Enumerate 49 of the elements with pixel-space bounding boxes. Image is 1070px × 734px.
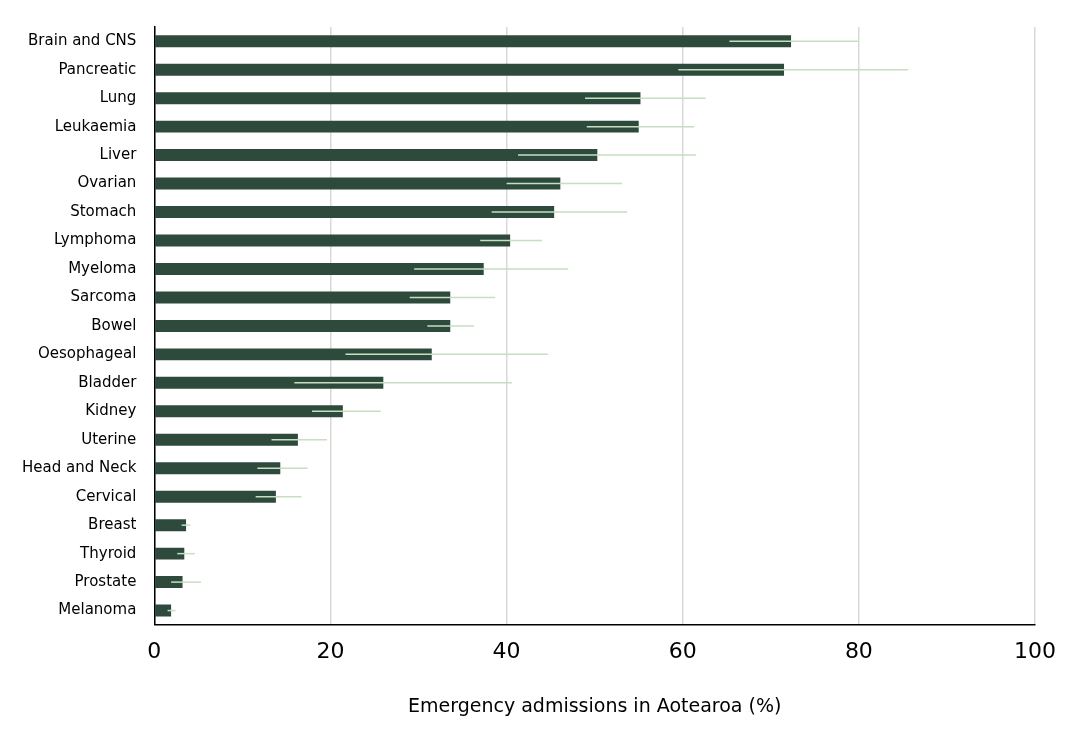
y-tick-label: Thyroid <box>79 543 137 562</box>
bar <box>155 149 598 162</box>
bar <box>155 120 639 133</box>
bar <box>155 177 561 190</box>
y-tick-label: Cervical <box>75 486 137 505</box>
y-tick-label: Pancreatic <box>58 59 137 78</box>
y-tick-label: Lung <box>99 88 137 107</box>
bar <box>155 462 281 475</box>
y-tick-label: Ovarian <box>77 173 137 192</box>
bar <box>155 376 384 389</box>
bar <box>155 35 792 48</box>
y-tick-label: Brain and CNS <box>28 31 137 50</box>
y-tick-label: Bladder <box>78 372 138 391</box>
bar <box>155 291 451 304</box>
bar <box>155 234 511 247</box>
bar <box>155 519 187 532</box>
bar <box>155 348 432 361</box>
bar <box>155 433 298 446</box>
x-tick-label: 60 <box>668 637 697 663</box>
bar <box>155 63 785 76</box>
y-tick-label: Sarcoma <box>70 287 137 306</box>
bar <box>155 206 555 219</box>
y-tick-label: Melanoma <box>58 600 137 619</box>
y-tick-label: Breast <box>88 515 137 534</box>
bar <box>155 547 185 560</box>
x-axis-title: Emergency admissions in Aotearoa (%) <box>407 693 782 716</box>
y-tick-label: Uterine <box>81 429 137 448</box>
bar <box>155 490 276 503</box>
y-tick-label: Bowel <box>91 315 137 334</box>
y-tick-label: Leukaemia <box>54 116 137 135</box>
bar <box>155 319 451 332</box>
bar <box>155 405 343 418</box>
bar <box>155 92 641 105</box>
y-tick-label: Stomach <box>70 201 137 220</box>
x-tick-label: 80 <box>844 637 873 663</box>
y-tick-label: Prostate <box>74 571 137 590</box>
x-tick-label: 20 <box>316 637 345 663</box>
y-tick-label: Kidney <box>85 401 137 420</box>
bar <box>155 576 183 589</box>
y-tick-label: Head and Neck <box>21 458 137 477</box>
bar <box>155 604 172 617</box>
y-tick-label: Myeloma <box>68 258 137 277</box>
y-tick-label: Liver <box>99 144 138 163</box>
x-tick-label: 0 <box>147 637 162 663</box>
y-tick-label: Lymphoma <box>53 230 137 249</box>
bar <box>155 262 484 275</box>
y-tick-label: Oesophageal <box>38 344 137 363</box>
x-tick-label: 40 <box>492 637 521 663</box>
x-tick-label: 100 <box>1014 637 1056 663</box>
